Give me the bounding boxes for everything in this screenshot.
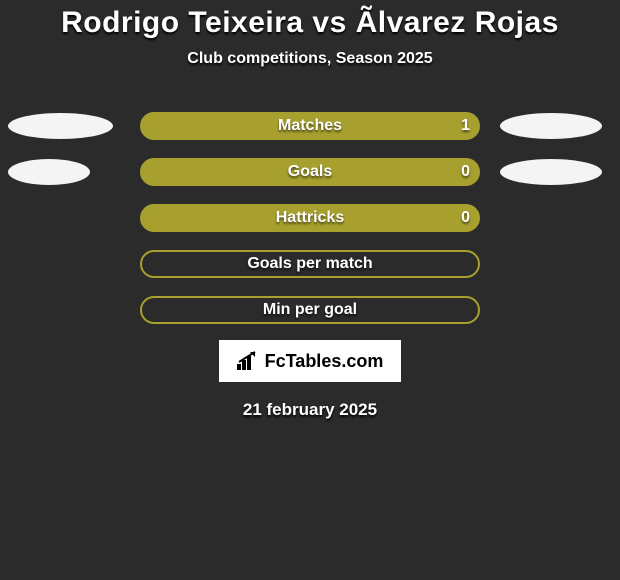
stat-row: Hattricks0	[0, 204, 620, 232]
left-ellipse	[8, 159, 90, 185]
fctables-logo: FcTables.com	[219, 340, 402, 382]
right-ellipse	[500, 159, 602, 185]
date-label: 21 february 2025	[0, 400, 620, 420]
comparison-infographic: Rodrigo Teixeira vs Ãlvarez Rojas Club c…	[0, 0, 620, 580]
stat-row: Goals per match	[0, 250, 620, 278]
subtitle: Club competitions, Season 2025	[0, 50, 620, 68]
stat-row: Min per goal	[0, 296, 620, 324]
page-title: Rodrigo Teixeira vs Ãlvarez Rojas	[0, 0, 620, 40]
stat-bar	[140, 296, 480, 324]
left-ellipse	[8, 113, 113, 139]
stat-rows: Matches1 Goals0 Hattricks0 Goals per match M…	[0, 112, 620, 324]
stat-bar	[140, 112, 480, 140]
stat-row: Matches1	[0, 112, 620, 140]
chart-arrow-icon	[237, 350, 259, 370]
right-ellipse	[500, 113, 602, 139]
stat-row: Goals0	[0, 158, 620, 186]
logo-text: FcTables.com	[265, 351, 384, 371]
stat-bar	[140, 250, 480, 278]
stat-bar	[140, 158, 480, 186]
stat-bar	[140, 204, 480, 232]
